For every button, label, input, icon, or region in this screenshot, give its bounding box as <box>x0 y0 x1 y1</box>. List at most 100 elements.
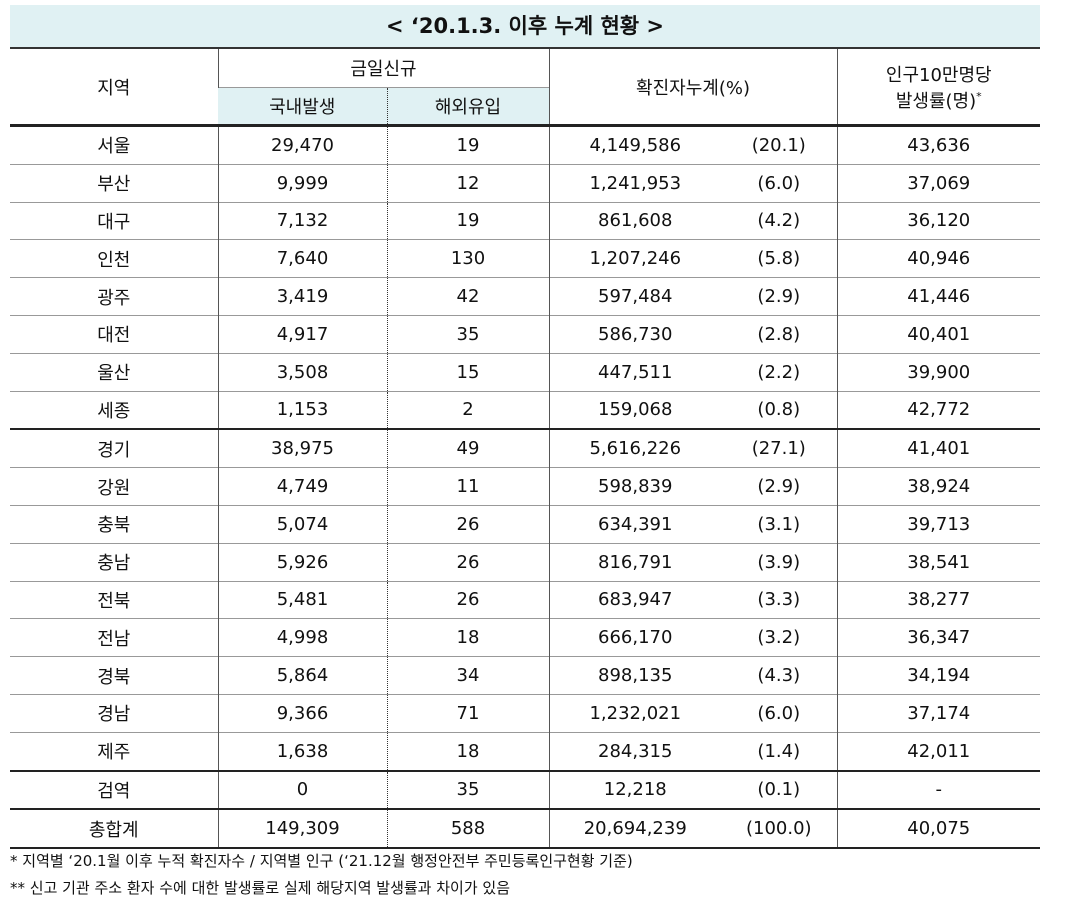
table-row: 대구 7,132 19 861,608 (4.2) 36,120 <box>10 201 1041 240</box>
percent-cell: (3.9) <box>721 542 838 582</box>
region-cell: 대전 <box>10 314 218 354</box>
header-text: 발생률(명) <box>895 90 977 112</box>
percent-cell: (6.0) <box>721 163 838 203</box>
cumulative-cell: 159,068 <box>548 390 721 430</box>
domestic-cell: 5,926 <box>217 542 387 582</box>
overseas-cell: 130 <box>386 239 549 278</box>
rate-cell: 37,174 <box>836 693 1041 733</box>
cumulative-cell: 683,947 <box>548 580 721 619</box>
region-cell: 세종 <box>10 390 218 430</box>
footnote: ** 신고 기관 주소 환자 수에 대한 발생률로 실제 해당지역 발생률과 차… <box>10 879 511 897</box>
percent-cell: (0.8) <box>721 390 838 430</box>
region-cell: 광주 <box>10 277 218 316</box>
table-row: 인천 7,640 130 1,207,246 (5.8) 40,946 <box>10 239 1041 278</box>
domestic-cell: 38,975 <box>217 428 387 468</box>
percent-cell: (3.2) <box>721 618 838 657</box>
overseas-cell: 26 <box>386 580 549 619</box>
region-cell: 검역 <box>10 769 218 810</box>
percent-cell: (4.3) <box>721 656 838 695</box>
percent-cell: (3.3) <box>721 580 838 619</box>
rate-cell: 39,713 <box>836 504 1041 544</box>
header-cell: 인구10만명당 발생률(명)* <box>836 49 1041 126</box>
region-cell: 울산 <box>10 352 218 392</box>
overseas-cell: 35 <box>386 769 549 810</box>
cumulative-cell: 5,616,226 <box>548 428 721 468</box>
rate-cell: 40,401 <box>836 314 1041 354</box>
table-body: 서울 29,470 19 4,149,586 (20.1) 43,636 부산 9,999 12… <box>10 125 1041 850</box>
table-row: 강원 4,749 11 598,839 (2.9) 38,924 <box>10 467 1041 506</box>
rate-cell: 39,900 <box>836 352 1041 392</box>
region-cell: 총합계 <box>10 808 218 850</box>
overseas-cell: 18 <box>386 618 549 657</box>
percent-cell: (2.9) <box>721 467 838 506</box>
table-row: 울산 3,508 15 447,511 (2.2) 39,900 <box>10 352 1041 392</box>
overseas-cell: 26 <box>386 542 549 582</box>
overseas-cell: 18 <box>386 731 549 771</box>
overseas-cell: 49 <box>386 428 549 468</box>
region-cell: 제주 <box>10 731 218 771</box>
cumulative-cell: 12,218 <box>548 769 721 810</box>
percent-cell: (2.8) <box>721 314 838 354</box>
rate-cell: 41,446 <box>836 277 1041 316</box>
domestic-cell: 5,864 <box>217 656 387 695</box>
rate-cell: 36,347 <box>836 618 1041 657</box>
rate-cell: 34,194 <box>836 656 1041 695</box>
overseas-cell: 35 <box>386 314 549 354</box>
rate-cell: 38,277 <box>836 580 1041 619</box>
table-row: 전북 5,481 26 683,947 (3.3) 38,277 <box>10 580 1041 619</box>
footnote: * 지역별 ‘20.1월 이후 누적 확진자수 / 지역별 인구 (‘21.12… <box>10 852 633 870</box>
domestic-cell: 4,749 <box>217 467 387 506</box>
cumulative-cell: 20,694,239 <box>548 808 721 850</box>
overseas-cell: 588 <box>386 808 549 850</box>
region-cell: 충북 <box>10 504 218 544</box>
percent-cell: (27.1) <box>721 428 838 468</box>
cumulative-cell: 861,608 <box>548 201 721 240</box>
cumulative-cell: 1,232,021 <box>548 693 721 733</box>
percent-cell: (0.1) <box>721 769 838 810</box>
percent-cell: (2.2) <box>721 352 838 392</box>
domestic-cell: 4,917 <box>217 314 387 354</box>
domestic-cell: 4,998 <box>217 618 387 657</box>
rate-cell: 40,075 <box>836 808 1041 850</box>
rate-cell: 42,011 <box>836 731 1041 771</box>
table-row: 충남 5,926 26 816,791 (3.9) 38,541 <box>10 542 1041 582</box>
cumulative-cell: 666,170 <box>548 618 721 657</box>
region-cell: 인천 <box>10 239 218 278</box>
overseas-cell: 19 <box>386 125 549 165</box>
table-row: 대전 4,917 35 586,730 (2.8) 40,401 <box>10 314 1041 354</box>
table-row: 충북 5,074 26 634,391 (3.1) 39,713 <box>10 504 1041 544</box>
footnote-mark: * <box>976 89 982 103</box>
overseas-cell: 12 <box>386 163 549 203</box>
cumulative-cell: 1,207,246 <box>548 239 721 278</box>
domestic-cell: 7,132 <box>217 201 387 240</box>
region-cell: 서울 <box>10 125 218 165</box>
cumulative-cell: 898,135 <box>548 656 721 695</box>
table-row: 부산 9,999 12 1,241,953 (6.0) 37,069 <box>10 163 1041 203</box>
table-row: 총합계 149,309 588 20,694,239 (100.0) 40,075 <box>10 808 1041 850</box>
cumulative-cell: 597,484 <box>548 277 721 316</box>
overseas-cell: 2 <box>386 390 549 430</box>
overseas-cell: 15 <box>386 352 549 392</box>
header-cell: 해외유입 <box>386 87 549 126</box>
rate-cell: 41,401 <box>836 428 1041 468</box>
rate-cell: 37,069 <box>836 163 1041 203</box>
domestic-cell: 1,153 <box>217 390 387 430</box>
percent-cell: (20.1) <box>721 125 838 165</box>
table-row: 세종 1,153 2 159,068 (0.8) 42,772 <box>10 390 1041 430</box>
header-cell: 확진자누계(%) <box>548 49 838 126</box>
region-cell: 경남 <box>10 693 218 733</box>
cumulative-cell: 816,791 <box>548 542 721 582</box>
domestic-cell: 7,640 <box>217 239 387 278</box>
percent-cell: (5.8) <box>721 239 838 278</box>
region-cell: 충남 <box>10 542 218 582</box>
overseas-cell: 42 <box>386 277 549 316</box>
domestic-cell: 1,638 <box>217 731 387 771</box>
table-row: 광주 3,419 42 597,484 (2.9) 41,446 <box>10 277 1041 316</box>
region-cell: 경북 <box>10 656 218 695</box>
overseas-cell: 19 <box>386 201 549 240</box>
cumulative-cell: 284,315 <box>548 731 721 771</box>
overseas-cell: 34 <box>386 656 549 695</box>
cumulative-cell: 634,391 <box>548 504 721 544</box>
rate-cell: 38,541 <box>836 542 1041 582</box>
overseas-cell: 11 <box>386 467 549 506</box>
